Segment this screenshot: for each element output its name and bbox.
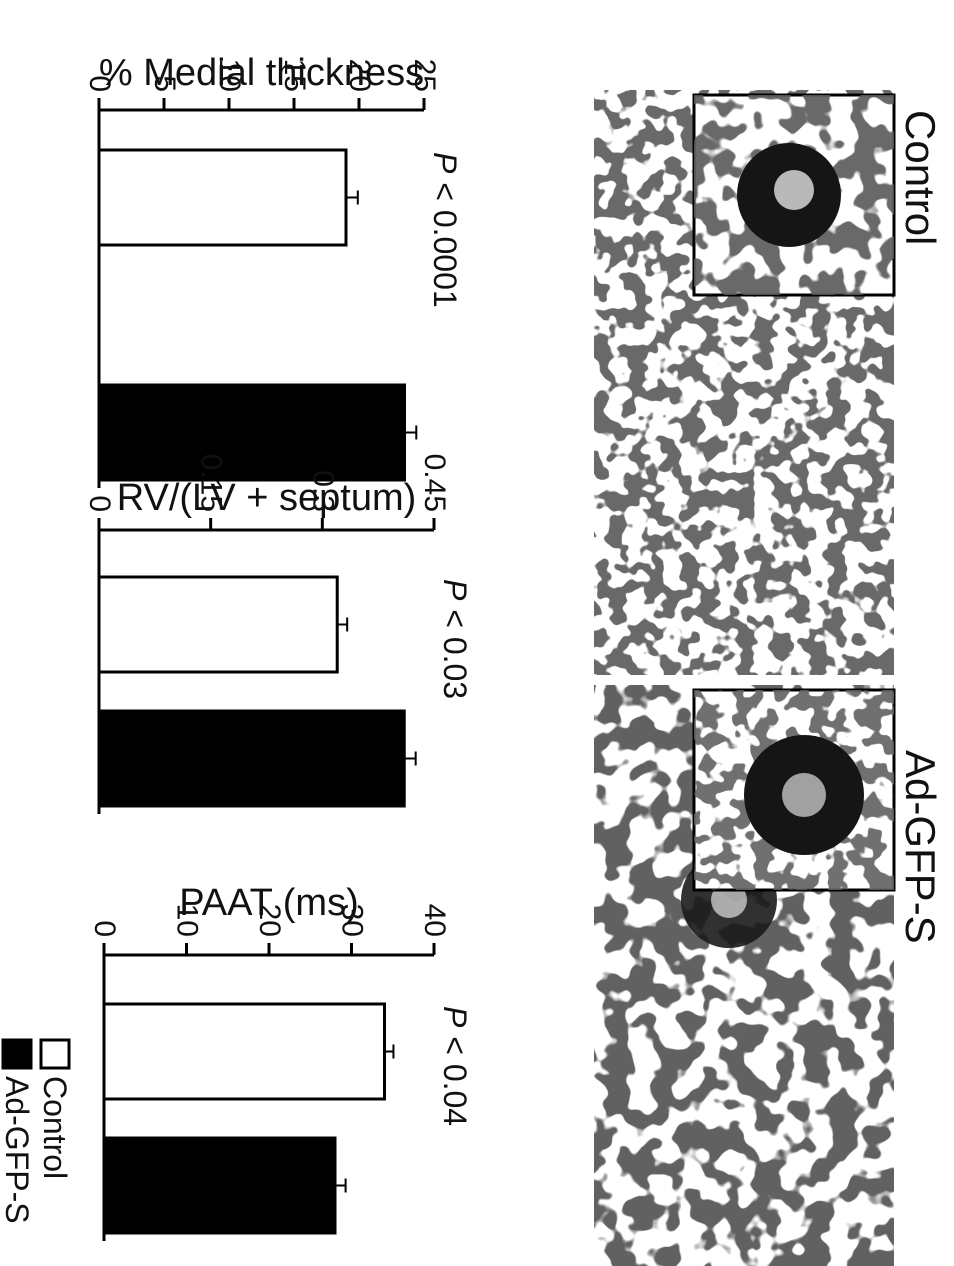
p-value-text: < 0.03 (437, 600, 473, 699)
legend-label: Control (37, 1076, 73, 1179)
y-tick-label: 20 (253, 904, 286, 937)
micrograph-label-control: Control (897, 110, 944, 245)
y-tick-label: 0 (83, 495, 116, 512)
y-tick-label: 40 (418, 904, 451, 937)
p-value-letter: P (427, 152, 463, 174)
micrograph-control: Control (594, 90, 944, 675)
chart-3: 0 10 20 30 40 PAAT (ms) P < 0.04 (88, 882, 473, 1241)
y-tick-label: 0 (83, 75, 116, 92)
bar-control (97, 575, 339, 674)
y-tick-label: 0.3 (306, 470, 339, 512)
bar-ad-gfp-s (102, 1136, 337, 1235)
micrograph-panels: Control Ad-GFP-S (594, 90, 944, 1266)
micrograph-ad-gfp-s: Ad-GFP-S (594, 685, 944, 1266)
y-tick-label: 0 (88, 920, 121, 937)
micrograph-label-ad-gfp-s: Ad-GFP-S (897, 750, 944, 944)
y-tick-label: 15 (278, 59, 311, 92)
chart-1: 0 5 10 15 20 25% Medial thickness P < 0.0001 (83, 52, 463, 488)
p-value-text: < 0.04 (437, 1027, 473, 1126)
bar-ad-gfp-s (97, 383, 406, 482)
y-tick-label: 10 (171, 904, 204, 937)
p-value-annotation: P < 0.0001 (427, 152, 463, 308)
y-tick-label: 20 (343, 59, 376, 92)
bar-ad-gfp-s (97, 709, 406, 808)
p-value-letter: P (437, 579, 473, 601)
y-tick-label: 10 (213, 59, 246, 92)
y-axis-label: PAAT (ms) (179, 882, 358, 924)
legend-swatch (1, 1038, 33, 1070)
y-tick-label: 0.15 (195, 454, 228, 512)
y-axis-label: % Medial thickness (99, 52, 424, 94)
legend-swatch (39, 1038, 71, 1070)
y-tick-label: 5 (148, 75, 181, 92)
y-tick-label: 30 (336, 904, 369, 937)
y-tick-label: 0.45 (418, 454, 451, 512)
bar-control (102, 1002, 386, 1101)
bar-control (97, 148, 348, 247)
legend-label: Ad-GFP-S (0, 1076, 35, 1224)
p-value-text: < 0.0001 (427, 173, 463, 307)
p-value-annotation: P < 0.03 (437, 579, 473, 699)
p-value-letter: P (437, 1006, 473, 1028)
y-tick-label: 25 (408, 59, 441, 92)
p-value-annotation: P < 0.04 (437, 1006, 473, 1126)
y-axis-label: RV/(LV + septum) (117, 477, 417, 519)
